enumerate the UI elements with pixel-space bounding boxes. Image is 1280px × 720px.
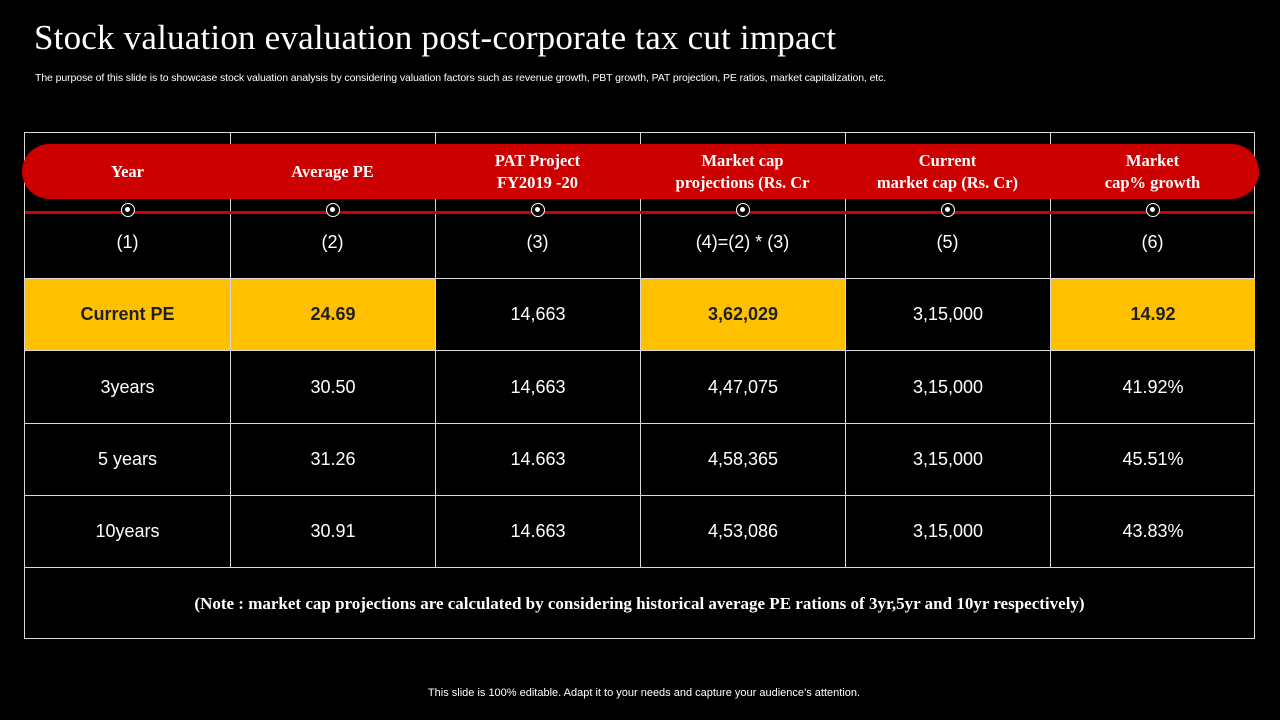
table-cell: 14.663	[510, 521, 566, 541]
table-cell: 10years	[95, 521, 160, 541]
table-cell: 31.26	[310, 449, 356, 469]
row-divider	[25, 495, 1254, 496]
row-divider	[25, 567, 1254, 568]
table-cell: 3years	[100, 376, 155, 397]
slide-title: Stock valuation evaluation post-corporat…	[34, 18, 837, 57]
row-divider	[25, 423, 1254, 424]
table-cell: 41.92%	[1122, 376, 1184, 397]
header-band	[22, 144, 1259, 199]
table-cell: 3,15,000	[912, 304, 984, 324]
column-header: Average PE	[291, 161, 374, 181]
slide-subtitle: The purpose of this slide is to showcase…	[35, 72, 887, 84]
radio-marker-icon	[120, 203, 135, 217]
valuation-table: Year (1) Average PE (2) PAT Project FY2019 -…	[22, 132, 1259, 639]
formula-cell: (2)	[321, 231, 344, 252]
footer-text: This slide is 100% editable. Adapt it to…	[427, 687, 861, 699]
table-cell: 5 years	[97, 449, 158, 469]
table-cell: 14,663	[510, 304, 566, 324]
column-header: Year	[111, 161, 144, 181]
formula-cell: (5)	[936, 231, 959, 252]
table-cell: 24.69	[231, 279, 435, 350]
table-note: (Note : market cap projections are calcu…	[194, 594, 1085, 613]
table-cell: 4,53,086	[707, 521, 779, 541]
column-header: PAT Project FY2019 -20	[494, 150, 581, 192]
table-cell: 14.663	[510, 449, 566, 469]
radio-marker-icon	[1145, 203, 1160, 217]
formula-cell: (6)	[1141, 231, 1164, 252]
column-header: Current market cap (Rs. Cr)	[876, 150, 1019, 192]
column-header: Market cap projections (Rs. Cr	[675, 150, 810, 192]
header-underline	[25, 211, 1254, 214]
table-cell: 30.50	[310, 376, 356, 397]
formula-cell: (1)	[116, 231, 139, 252]
table-cell: 3,15,000	[912, 449, 984, 469]
table-cell: Current PE	[25, 279, 230, 350]
radio-marker-icon	[940, 203, 955, 217]
table-cell: 43.83%	[1122, 521, 1184, 541]
table-cell: 4,47,075	[707, 376, 779, 397]
table-cell: 14.92	[1051, 279, 1255, 350]
formula-cell: (3)	[526, 231, 549, 252]
table-cell: 3,62,029	[641, 279, 845, 350]
radio-marker-icon	[530, 203, 545, 217]
table-cell: 3,15,000	[912, 521, 984, 541]
table-cell: 30.91	[310, 521, 356, 541]
table-cell: 14,663	[510, 376, 566, 397]
radio-marker-icon	[325, 203, 340, 217]
formula-cell: (4)=(2) * (3)	[695, 231, 790, 252]
row-divider	[25, 278, 1254, 279]
radio-marker-icon	[735, 203, 750, 217]
row-divider	[25, 350, 1254, 351]
table-cell: 4,58,365	[707, 449, 779, 469]
table-cell: 45.51%	[1122, 449, 1184, 469]
column-header: Market cap% growth	[1104, 150, 1201, 192]
table-cell: 3,15,000	[912, 376, 984, 397]
